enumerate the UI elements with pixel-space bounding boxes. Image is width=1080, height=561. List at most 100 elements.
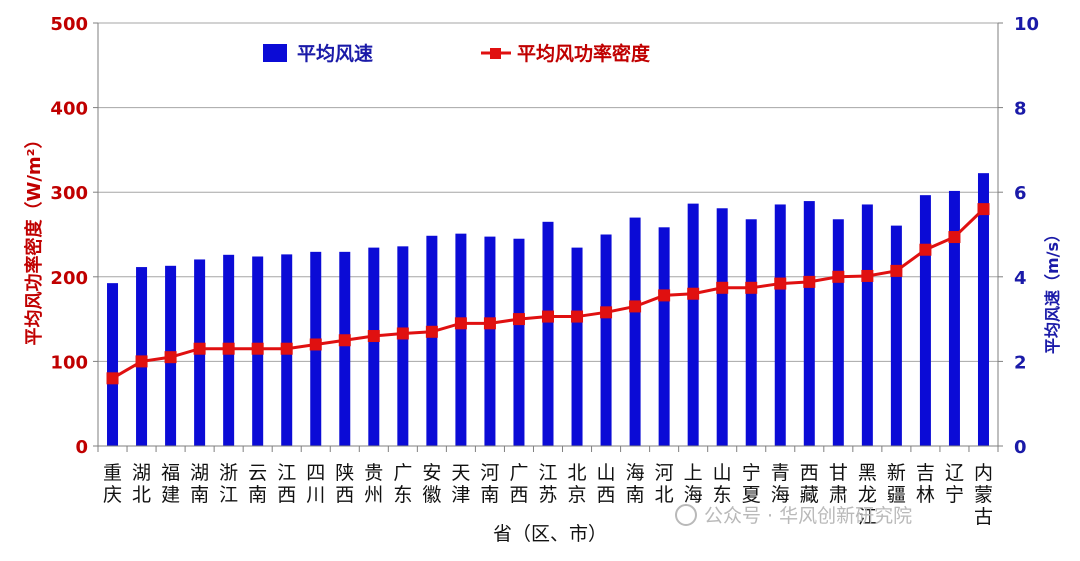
x-tick-label: 湖南 — [190, 462, 209, 506]
bar-wind-speed — [832, 219, 844, 446]
point-power-density — [135, 355, 148, 368]
point-power-density — [600, 306, 613, 319]
x-tick-label: 贵州 — [364, 462, 383, 506]
bar-wind-speed — [658, 227, 670, 446]
y-left-tick-label: 300 — [50, 183, 88, 204]
point-power-density — [454, 317, 467, 330]
x-tick-label: 河南 — [480, 462, 499, 506]
point-power-density — [687, 287, 700, 300]
x-tick-label: 甘肃 — [829, 462, 848, 506]
bar-wind-speed — [629, 217, 641, 446]
point-power-density — [774, 277, 787, 290]
point-power-density — [977, 203, 990, 216]
x-axis-label: 省（区、市） — [493, 523, 607, 545]
x-tick-label: 辽宁 — [945, 462, 964, 506]
wechat-icon — [675, 504, 697, 526]
bar-wind-speed — [716, 208, 728, 446]
point-power-density — [106, 372, 119, 385]
bar-wind-speed — [861, 204, 873, 446]
x-tick-label: 内蒙古 — [974, 462, 993, 528]
y-right-tick-label: 8 — [1014, 99, 1027, 120]
point-power-density — [629, 300, 642, 313]
bar-wind-speed — [600, 234, 612, 446]
bar-layer — [107, 173, 989, 447]
point-power-density — [745, 281, 758, 294]
y-right-tick-label: 6 — [1014, 183, 1027, 204]
bar-wind-speed — [455, 233, 467, 446]
x-tick-label: 吉林 — [916, 462, 935, 506]
point-power-density — [890, 264, 903, 277]
point-power-density — [309, 338, 322, 351]
y-right-tick-label: 10 — [1014, 14, 1039, 35]
y-left-tick-label: 400 — [50, 99, 88, 120]
x-tick-label: 北京 — [568, 462, 587, 506]
x-tick-label: 上海 — [684, 462, 703, 506]
x-tick-label: 江西 — [277, 462, 296, 506]
bar-wind-speed — [803, 201, 815, 446]
x-tick-label: 青海 — [771, 462, 790, 506]
x-tick-label: 西藏 — [800, 462, 819, 506]
bar-wind-speed — [948, 190, 960, 446]
point-power-density — [164, 351, 177, 364]
point-power-density — [193, 342, 206, 355]
x-tick-label: 新疆 — [887, 462, 906, 506]
bar-wind-speed — [745, 219, 757, 446]
point-power-density — [425, 325, 438, 338]
legend: 平均风速 平均风功率密度 — [263, 42, 651, 65]
x-tick-label: 山东 — [713, 462, 732, 506]
bar-wind-speed — [890, 225, 902, 446]
point-power-density — [396, 327, 409, 340]
watermark: 公众号 · 华风创新研究院 — [675, 504, 912, 527]
point-power-density — [948, 231, 961, 244]
x-tick-label: 安徽 — [422, 462, 441, 506]
x-tick-label: 宁夏 — [742, 462, 761, 506]
bar-wind-speed — [774, 204, 786, 446]
point-power-density — [367, 330, 380, 343]
x-tick-label: 广西 — [509, 462, 528, 506]
x-tick-label: 天津 — [451, 462, 470, 506]
point-power-density — [338, 334, 351, 347]
x-tick-label: 河北 — [655, 462, 674, 506]
legend-swatch-marker — [490, 48, 501, 59]
x-tick-label: 浙江 — [219, 462, 238, 506]
point-power-density — [251, 342, 264, 355]
point-power-density — [542, 310, 554, 323]
bar-wind-speed — [687, 203, 699, 446]
bar-wind-speed — [919, 195, 931, 446]
line-layer — [106, 203, 990, 385]
x-tick-label: 山西 — [597, 462, 616, 506]
y-axis-right-label: 平均风速（m/s） — [1043, 226, 1062, 354]
x-tick-label: 陕西 — [335, 462, 354, 506]
x-tick-label: 黑龙江 — [858, 462, 877, 528]
y-right-tick-label: 4 — [1014, 268, 1027, 289]
legend-swatch-bar — [263, 44, 287, 62]
bar-wind-speed — [571, 247, 583, 446]
y-right-tick-label: 0 — [1014, 437, 1027, 458]
x-tick-label: 四川 — [306, 462, 325, 506]
axis-layer: 0 100 200 300 400 500 0 2 4 6 8 10 重庆湖北福建湖南浙江云南江西四川陕… — [50, 14, 1039, 528]
x-tick-label: 湖北 — [132, 462, 151, 506]
point-power-density — [861, 269, 874, 282]
point-power-density — [512, 313, 525, 326]
bar-wind-speed — [426, 235, 438, 446]
bar-wind-speed — [484, 236, 496, 446]
bar-wind-speed — [977, 173, 989, 447]
bar-wind-speed — [107, 283, 119, 446]
point-power-density — [803, 275, 816, 288]
x-tick-label: 云南 — [248, 462, 267, 506]
point-power-density — [280, 342, 293, 355]
bar-wind-speed — [339, 251, 351, 446]
y-axis-left-label: 平均风功率密度（W/m²） — [23, 130, 45, 345]
point-power-density — [571, 310, 584, 323]
y-left-tick-label: 200 — [50, 268, 88, 289]
point-power-density — [716, 281, 729, 294]
point-power-density — [658, 289, 671, 302]
y-left-tick-label: 0 — [75, 437, 88, 458]
x-tick-label: 重庆 — [103, 462, 122, 506]
legend-label-bar: 平均风速 — [297, 42, 373, 65]
y-left-tick-label: 100 — [50, 352, 88, 373]
point-power-density — [832, 270, 845, 283]
point-power-density — [222, 342, 235, 355]
x-tick-label: 福建 — [161, 462, 180, 506]
